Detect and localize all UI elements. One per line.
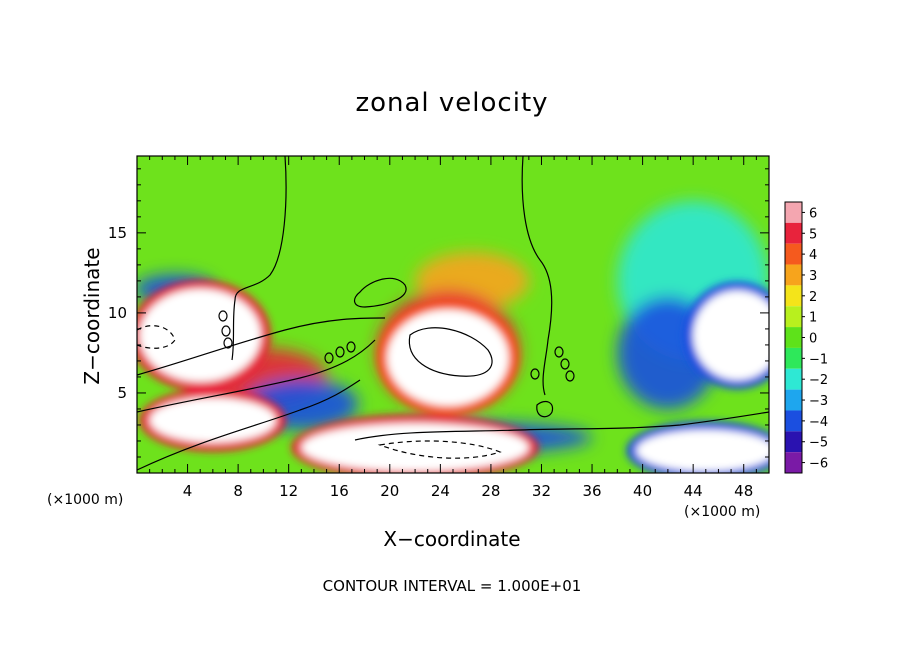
y-tick-label: 5 (117, 384, 127, 402)
colorbar-swatch (785, 264, 802, 286)
colorbar-swatch (785, 222, 802, 244)
colorbar-swatch (785, 347, 802, 369)
field-region-white (149, 397, 277, 443)
colorbar-label: 2 (809, 290, 817, 305)
x-tick-label: 24 (431, 482, 450, 500)
colorbar-label: −6 (809, 457, 828, 472)
colorbar-label: −4 (809, 415, 828, 430)
colorbar-label: 5 (809, 227, 817, 242)
x-tick-label: 32 (532, 482, 551, 500)
colorbar-label: −1 (809, 352, 828, 367)
y-tick-label: 10 (108, 304, 127, 322)
contour-line (137, 339, 376, 413)
contour-interval-note: CONTOUR INTERVAL = 1.000E+01 (322, 577, 582, 595)
contour-loop (335, 346, 345, 358)
contour-lines (137, 156, 769, 471)
colorbar-swatch (785, 452, 802, 473)
x-tick-label: 4 (183, 482, 193, 500)
x-tick-label: 16 (330, 482, 349, 500)
contour-line (137, 379, 361, 471)
field-region-white (387, 309, 509, 406)
colorbar-label: −2 (809, 373, 828, 388)
colorbar-label: 6 (809, 206, 817, 221)
y-axis: 5 10 15 (108, 168, 769, 458)
contour-line (536, 400, 554, 418)
contour-loop (346, 341, 356, 353)
chart-title: zonal velocity (355, 88, 549, 118)
contour-line (137, 325, 176, 349)
colorbar-swatch (785, 243, 802, 265)
contour-loop (218, 310, 228, 322)
contour-loop (560, 358, 570, 370)
x-tick-label: 12 (279, 482, 298, 500)
colorbar-swatch (785, 410, 802, 432)
contour-loop (223, 337, 233, 349)
colorbar: 6 5 4 3 2 1 0 −1 −2 −3 −4 −5 −6 (784, 201, 828, 474)
x-tick-label: 40 (633, 482, 652, 500)
colorbar-swatch (785, 306, 802, 328)
colorbar-swatch (785, 368, 802, 390)
colorbar-swatch (785, 285, 802, 307)
x-tick-label: 48 (734, 482, 753, 500)
colorbar-label: −3 (809, 394, 828, 409)
contour-loop (530, 368, 540, 380)
contour-line (377, 440, 502, 459)
contour-loop (554, 346, 564, 358)
x-tick-label: 8 (233, 482, 243, 500)
x-tick-label: 20 (380, 482, 399, 500)
contour-line (354, 411, 769, 441)
colorbar-label: −5 (809, 436, 828, 451)
field-region-white (693, 290, 769, 381)
x-unit-label-left: (×1000 m) (47, 492, 124, 508)
contour-line (408, 327, 493, 377)
contour-loop (565, 370, 575, 382)
field-region-white (139, 288, 261, 382)
x-tick-label: 36 (582, 482, 601, 500)
contour-loop (324, 352, 334, 364)
colorbar-swatch (785, 389, 802, 411)
contour-line (231, 156, 287, 361)
contour-loop (221, 325, 231, 337)
colorbar-label: 4 (809, 248, 817, 263)
x-tick-label: 44 (684, 482, 703, 500)
colorbar-swatch (785, 431, 802, 453)
colorbar-label: 1 (809, 311, 817, 326)
contour-line (354, 277, 407, 308)
x-axis-label: X−coordinate (0, 527, 904, 551)
colorbar-swatch (785, 327, 802, 348)
colorbar-label: 3 (809, 269, 817, 284)
x-axis: 4 8 12 16 20 24 28 32 36 40 44 48 (149, 156, 757, 500)
x-tick-label: 28 (481, 482, 500, 500)
y-tick-label: 15 (108, 224, 127, 242)
field-region-white (636, 429, 769, 472)
field-region-white (301, 423, 529, 472)
x-axis-label-text: X−coordinate (383, 527, 521, 551)
colorbar-label: 0 (809, 332, 817, 347)
x-unit-label-right: (×1000 m) (684, 504, 761, 520)
contour-line (521, 156, 553, 396)
heatmap-field (137, 156, 769, 473)
contour-line (137, 317, 386, 376)
colorbar-swatch (785, 202, 802, 223)
